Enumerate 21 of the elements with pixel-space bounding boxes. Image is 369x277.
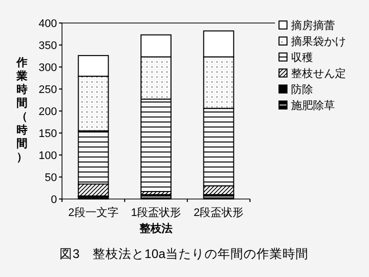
legend-label: 防除 (291, 83, 313, 96)
y-tick-label: 0 (50, 194, 57, 206)
x-tick-label: 2段一文字 (68, 206, 118, 219)
legend-label: 整枝せん定 (291, 67, 346, 80)
legend-label: 収穫 (291, 51, 313, 64)
y-tick-label: 300 (38, 62, 57, 74)
y-tick-label: 150 (38, 128, 57, 140)
y-tick-label: 400 (38, 18, 57, 30)
x-tick-label: 2段盃状形 (194, 207, 244, 219)
caption: 図3 整枝法と10a当たりの年間の作業時間 (60, 247, 308, 261)
y-axis-title: 作業時間（時間） (16, 56, 28, 164)
x-tick-label: 1段盃状形 (130, 207, 182, 219)
y-tick-label: 100 (38, 150, 57, 162)
x-axis-title: 整枝法 (138, 222, 172, 235)
legend-label: 施肥除草 (291, 99, 335, 112)
y-tick-label: 250 (38, 84, 57, 96)
legend-label: 摘房摘蕾 (291, 19, 335, 32)
y-tick-label: 200 (38, 106, 57, 118)
legend-label: 摘果袋かけ (291, 35, 346, 48)
y-tick-label: 350 (38, 40, 57, 52)
y-tick-label: 50 (44, 172, 57, 184)
